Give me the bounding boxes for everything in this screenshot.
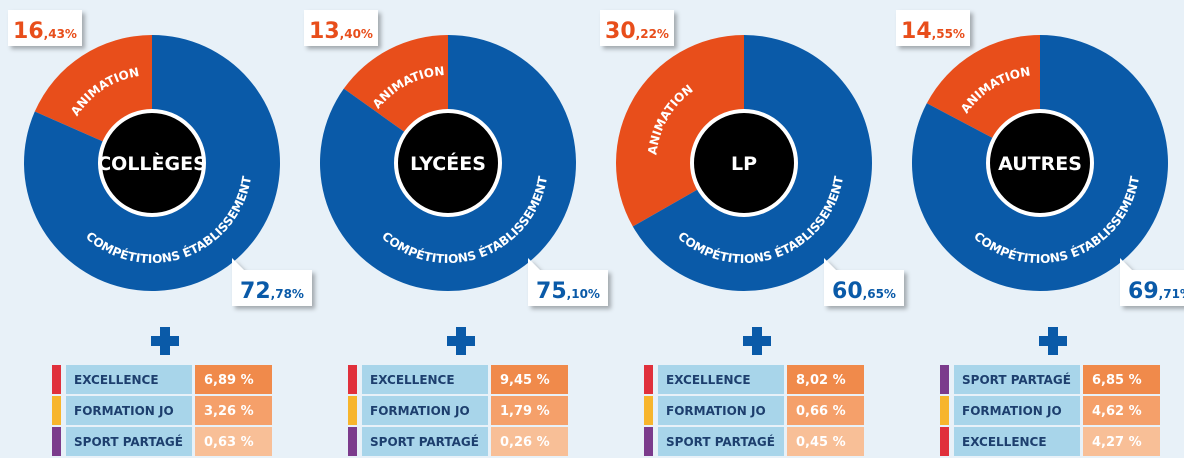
value-box [1120, 258, 1184, 306]
value-box [304, 10, 378, 46]
name-cell [954, 365, 1080, 394]
row-marker [348, 396, 357, 425]
name-cell [362, 365, 488, 394]
value-box [232, 258, 312, 306]
row-marker [644, 427, 653, 456]
value-box [600, 10, 674, 46]
value-cell [1083, 427, 1160, 456]
row-name: SPORT PARTAGÉ [370, 434, 479, 449]
value-cell [787, 396, 864, 425]
plus-sign [151, 327, 179, 355]
row-marker [348, 365, 357, 394]
name-cell [658, 365, 784, 394]
value-cell [491, 427, 568, 456]
name-cell [658, 396, 784, 425]
row-name: SPORT PARTAGÉ [962, 372, 1071, 387]
value-label: 75,10% [536, 279, 600, 304]
row-value: 0,45 % [796, 435, 846, 450]
value-label: 72,78% [240, 279, 304, 304]
name-cell [66, 365, 192, 394]
name-cell [362, 427, 488, 456]
row-value: 0,26 % [500, 435, 550, 450]
value-cell [787, 365, 864, 394]
value-cell [787, 427, 864, 456]
value-label: 69,71% [1128, 279, 1184, 304]
name-cell [658, 427, 784, 456]
center-circle [394, 109, 502, 217]
center-label: AUTRES [998, 153, 1082, 175]
row-value: 0,66 % [796, 404, 846, 419]
row-name: EXCELLENCE [666, 373, 751, 387]
row-name: EXCELLENCE [370, 373, 455, 387]
row-marker [644, 396, 653, 425]
value-cell [195, 365, 272, 394]
name-cell [954, 396, 1080, 425]
row-value: 4,27 % [1092, 435, 1142, 450]
value-label: 16,43% [13, 19, 77, 44]
row-marker [940, 427, 949, 456]
row-name: FORMATION JO [370, 404, 470, 418]
row-value: 1,79 % [500, 404, 550, 419]
row-value: 9,45 % [500, 373, 550, 388]
center-circle [690, 109, 798, 217]
name-cell [66, 396, 192, 425]
value-cell [195, 427, 272, 456]
value-label: 14,55% [901, 19, 965, 44]
name-cell [66, 427, 192, 456]
value-cell [1083, 365, 1160, 394]
value-cell [491, 365, 568, 394]
name-cell [954, 427, 1080, 456]
row-name: SPORT PARTAGÉ [666, 434, 775, 449]
row-value: 3,26 % [204, 404, 254, 419]
plus-sign [743, 327, 771, 355]
center-circle [986, 109, 1094, 217]
row-marker [52, 365, 61, 394]
row-marker [348, 427, 357, 456]
center-label: LYCÉES [410, 152, 486, 175]
row-name: FORMATION JO [74, 404, 174, 418]
row-value: 6,89 % [204, 373, 254, 388]
value-cell [491, 396, 568, 425]
value-box [896, 10, 970, 46]
plus-sign [1039, 327, 1067, 355]
value-cell [1083, 396, 1160, 425]
value-box [528, 258, 608, 306]
row-name: SPORT PARTAGÉ [74, 434, 183, 449]
name-cell [362, 396, 488, 425]
row-marker [940, 365, 949, 394]
row-value: 8,02 % [796, 373, 846, 388]
value-box [824, 258, 904, 306]
row-marker [52, 427, 61, 456]
center-label: COLLÈGES [97, 152, 207, 175]
value-label: 60,65% [832, 279, 896, 304]
center-label: LP [731, 153, 757, 175]
row-value: 6,85 % [1092, 373, 1142, 388]
row-name: EXCELLENCE [962, 435, 1047, 449]
row-marker [52, 396, 61, 425]
value-label: 30,22% [605, 19, 669, 44]
row-name: EXCELLENCE [74, 373, 159, 387]
center-circle [98, 109, 206, 217]
row-marker [940, 396, 949, 425]
row-marker [644, 365, 653, 394]
value-label: 13,40% [309, 19, 373, 44]
row-value: 0,63 % [204, 435, 254, 450]
row-name: FORMATION JO [666, 404, 766, 418]
row-value: 4,62 % [1092, 404, 1142, 419]
row-name: FORMATION JO [962, 404, 1062, 418]
plus-sign [447, 327, 475, 355]
value-cell [195, 396, 272, 425]
value-box [8, 10, 82, 46]
